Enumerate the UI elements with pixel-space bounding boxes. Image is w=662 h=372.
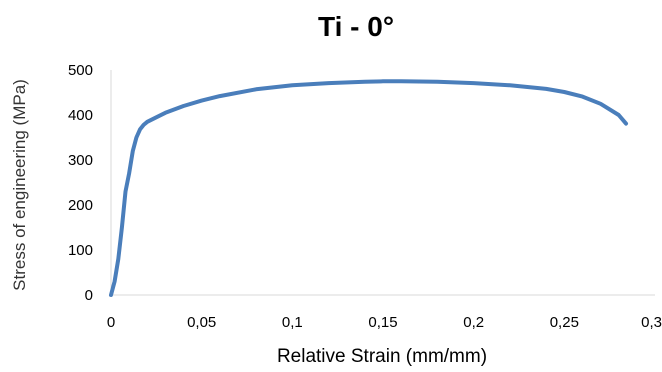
x-axis-title: Relative Strain (mm/mm): [277, 346, 487, 367]
x-tick-label: 0: [107, 314, 115, 331]
y-tick-label: 100: [68, 242, 93, 259]
x-tick-label: 0,3: [641, 314, 662, 331]
chart-title: Ti - 0°: [318, 11, 394, 42]
y-tick-label: 200: [68, 197, 93, 214]
y-tick-label: 500: [68, 62, 93, 79]
x-tick-label: 0,05: [187, 314, 216, 331]
x-tick-labels: 0 0,05 0,1 0,15 0,2 0,25 0,3: [107, 314, 662, 331]
y-axis-title: Stress of engineering (MPa): [10, 79, 29, 291]
x-tick-label: 0,1: [282, 314, 303, 331]
x-tick-label: 0,25: [550, 314, 579, 331]
x-tick-label: 0,15: [368, 314, 397, 331]
y-tick-label: 300: [68, 152, 93, 169]
y-tick-label: 400: [68, 107, 93, 124]
x-tick-label: 0,2: [463, 314, 484, 331]
stress-strain-series-line: [109, 79, 628, 297]
y-tick-labels: 0 100 200 300 400 500: [68, 62, 93, 304]
y-tick-label: 0: [85, 287, 93, 304]
